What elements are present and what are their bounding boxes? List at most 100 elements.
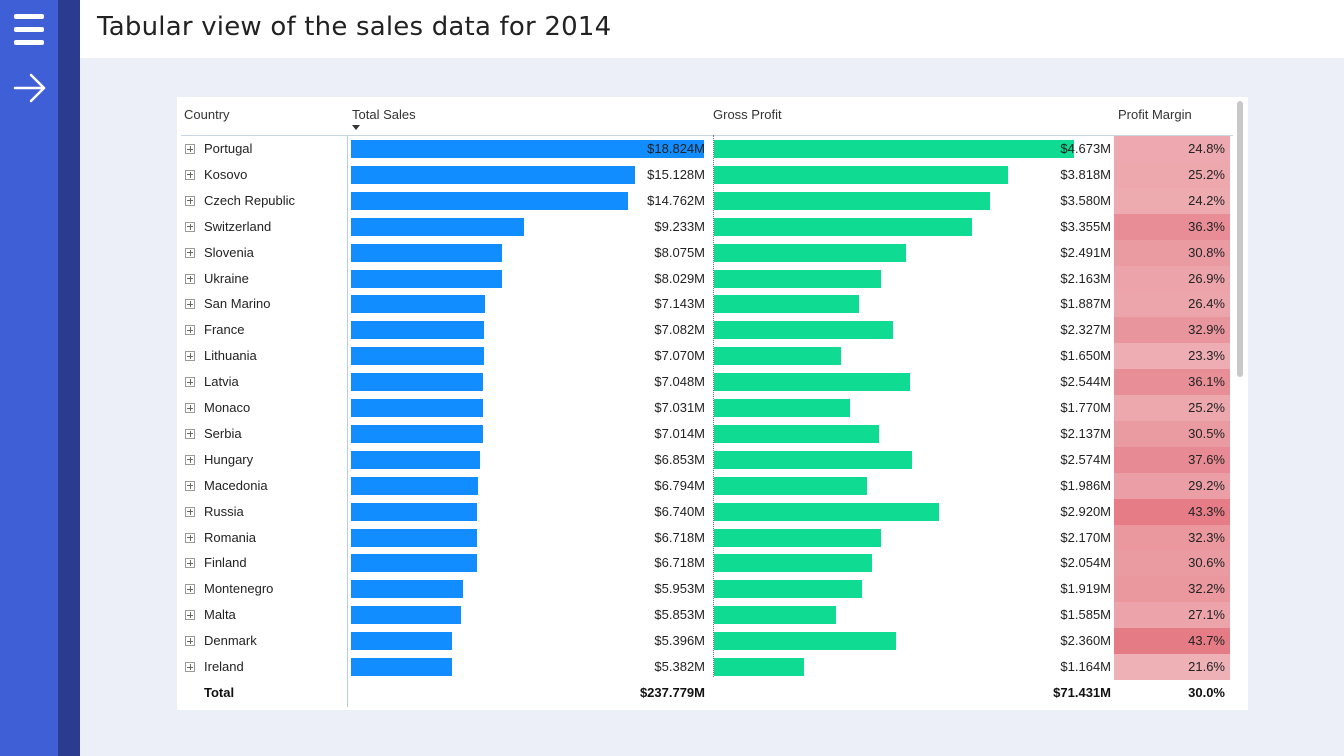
plus-square-icon[interactable] <box>185 247 195 258</box>
sales-bar <box>351 606 461 625</box>
sales-value: $7.143M <box>654 296 705 312</box>
profit-bar <box>714 269 881 288</box>
plus-square-icon[interactable] <box>185 377 195 388</box>
gross-profit-axis-line <box>713 135 714 677</box>
table-row[interactable]: Montenegro $5.953M $1.919M 32.2% <box>177 576 1233 603</box>
profit-bar <box>714 321 893 340</box>
margin-value: 32.9% <box>1188 322 1225 338</box>
table-row[interactable]: Malta $5.853M $1.585M 27.1% <box>177 602 1233 629</box>
column-header-profit-margin[interactable]: Profit Margin <box>1118 107 1192 122</box>
table-row[interactable]: Lithuania $7.070M $1.650M 23.3% <box>177 343 1233 370</box>
table-row[interactable]: Portugal $18.824M $4.673M 24.8% <box>177 136 1233 162</box>
plus-square-icon[interactable] <box>185 532 195 543</box>
sales-bar <box>351 217 524 236</box>
sales-value: $7.070M <box>654 348 705 364</box>
sales-bar <box>351 243 502 262</box>
scrollbar-thumb[interactable] <box>1237 101 1243 377</box>
plus-square-icon[interactable] <box>185 351 195 362</box>
plus-square-icon[interactable] <box>185 558 195 569</box>
table-row[interactable]: Macedonia $6.794M $1.986M 29.2% <box>177 472 1233 499</box>
table-row[interactable]: Kosovo $15.128M $3.818M 25.2% <box>177 161 1233 188</box>
sales-bar <box>351 580 463 599</box>
margin-cell: 32.9% <box>1114 317 1230 344</box>
table-row[interactable]: San Marino $7.143M $1.887M 26.4% <box>177 291 1233 318</box>
plus-square-icon[interactable] <box>185 144 195 154</box>
column-header-total-sales[interactable]: Total Sales <box>352 107 416 122</box>
margin-value: 36.1% <box>1188 374 1225 390</box>
plus-square-icon[interactable] <box>185 195 195 206</box>
margin-value: 23.3% <box>1188 348 1225 364</box>
table-row[interactable]: Hungary $6.853M $2.574M 37.6% <box>177 446 1233 473</box>
sales-bar <box>351 554 477 573</box>
profit-bar <box>714 191 990 210</box>
profit-value: $2.544M <box>1060 374 1111 390</box>
plus-square-icon[interactable] <box>185 662 195 672</box>
total-profit-value: $71.431M <box>1053 685 1111 700</box>
margin-cell: 30.6% <box>1114 550 1230 577</box>
plus-square-icon[interactable] <box>185 428 195 439</box>
sales-value: $5.853M <box>654 607 705 623</box>
country-name: Serbia <box>204 425 242 441</box>
country-name: Macedonia <box>204 477 268 493</box>
profit-value: $2.170M <box>1060 529 1111 545</box>
margin-cell: 21.6% <box>1114 654 1230 680</box>
margin-value: 24.2% <box>1188 192 1225 208</box>
table-row[interactable]: France $7.082M $2.327M 32.9% <box>177 317 1233 344</box>
table-row[interactable]: Latvia $7.048M $2.544M 36.1% <box>177 369 1233 396</box>
profit-value: $1.650M <box>1060 348 1111 364</box>
sales-bar <box>351 295 485 314</box>
sales-bar <box>351 528 477 547</box>
table-row[interactable]: Ukraine $8.029M $2.163M 26.9% <box>177 265 1233 292</box>
sidebar-accent-strip <box>58 0 80 756</box>
plus-square-icon[interactable] <box>185 403 195 413</box>
table-row[interactable]: Switzerland $9.233M $3.355M 36.3% <box>177 213 1233 240</box>
margin-cell: 27.1% <box>1114 602 1230 629</box>
plus-square-icon[interactable] <box>185 584 195 595</box>
country-name: Czech Republic <box>204 192 296 208</box>
profit-bar <box>714 217 972 236</box>
table-row[interactable]: Russia $6.740M $2.920M 43.3% <box>177 498 1233 525</box>
plus-square-icon[interactable] <box>185 273 195 284</box>
margin-value: 30.8% <box>1188 244 1225 260</box>
table-row[interactable]: Romania $6.718M $2.170M 32.3% <box>177 524 1233 551</box>
table-row[interactable]: Ireland $5.382M $1.164M 21.6% <box>177 654 1233 680</box>
country-name: Ireland <box>204 659 244 674</box>
profit-value: $3.355M <box>1060 218 1111 234</box>
sales-value: $7.048M <box>654 374 705 390</box>
margin-value: 43.3% <box>1188 503 1225 519</box>
country-name: Ukraine <box>204 270 249 286</box>
table-row[interactable]: Finland $6.718M $2.054M 30.6% <box>177 550 1233 577</box>
plus-square-icon[interactable] <box>185 299 195 310</box>
plus-square-icon[interactable] <box>185 221 195 232</box>
plus-square-icon[interactable] <box>185 636 195 647</box>
table-row[interactable]: Monaco $7.031M $1.770M 25.2% <box>177 395 1233 421</box>
arrow-right-icon[interactable] <box>13 72 47 104</box>
hamburger-menu-icon[interactable] <box>14 14 44 48</box>
profit-value: $4.673M <box>1060 141 1111 156</box>
plus-square-icon[interactable] <box>185 454 195 465</box>
margin-value: 30.6% <box>1188 555 1225 571</box>
column-header-country[interactable]: Country <box>184 107 230 122</box>
profit-bar <box>714 347 841 366</box>
profit-value: $1.986M <box>1060 477 1111 493</box>
plus-square-icon[interactable] <box>185 506 195 517</box>
plus-square-icon[interactable] <box>185 325 195 336</box>
sales-bar <box>351 373 483 392</box>
margin-cell: 36.1% <box>1114 369 1230 396</box>
table-row[interactable]: Serbia $7.014M $2.137M 30.5% <box>177 420 1233 447</box>
sales-value: $9.233M <box>654 218 705 234</box>
margin-cell: 24.8% <box>1114 136 1230 162</box>
table-row[interactable]: Czech Republic $14.762M $3.580M 24.2% <box>177 187 1233 214</box>
plus-square-icon[interactable] <box>185 480 195 491</box>
table-row[interactable]: Denmark $5.396M $2.360M 43.7% <box>177 628 1233 655</box>
sales-value: $14.762M <box>647 192 705 208</box>
sales-value: $6.853M <box>654 451 705 467</box>
column-header-gross-profit[interactable]: Gross Profit <box>713 107 782 122</box>
plus-square-icon[interactable] <box>185 169 195 180</box>
table-row[interactable]: Slovenia $8.075M $2.491M 30.8% <box>177 239 1233 266</box>
plus-square-icon[interactable] <box>185 610 195 621</box>
margin-value: 36.3% <box>1188 218 1225 234</box>
sidebar <box>0 0 58 756</box>
margin-cell: 25.2% <box>1114 395 1230 421</box>
page-header: Tabular view of the sales data for 2014 <box>80 0 1344 58</box>
